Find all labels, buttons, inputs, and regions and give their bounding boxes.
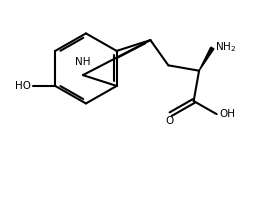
- Text: O: O: [165, 116, 173, 126]
- Text: OH: OH: [220, 109, 235, 119]
- Text: NH: NH: [75, 57, 91, 67]
- Text: HO: HO: [15, 81, 31, 91]
- Polygon shape: [199, 47, 214, 71]
- Text: NH$_2$: NH$_2$: [215, 40, 236, 53]
